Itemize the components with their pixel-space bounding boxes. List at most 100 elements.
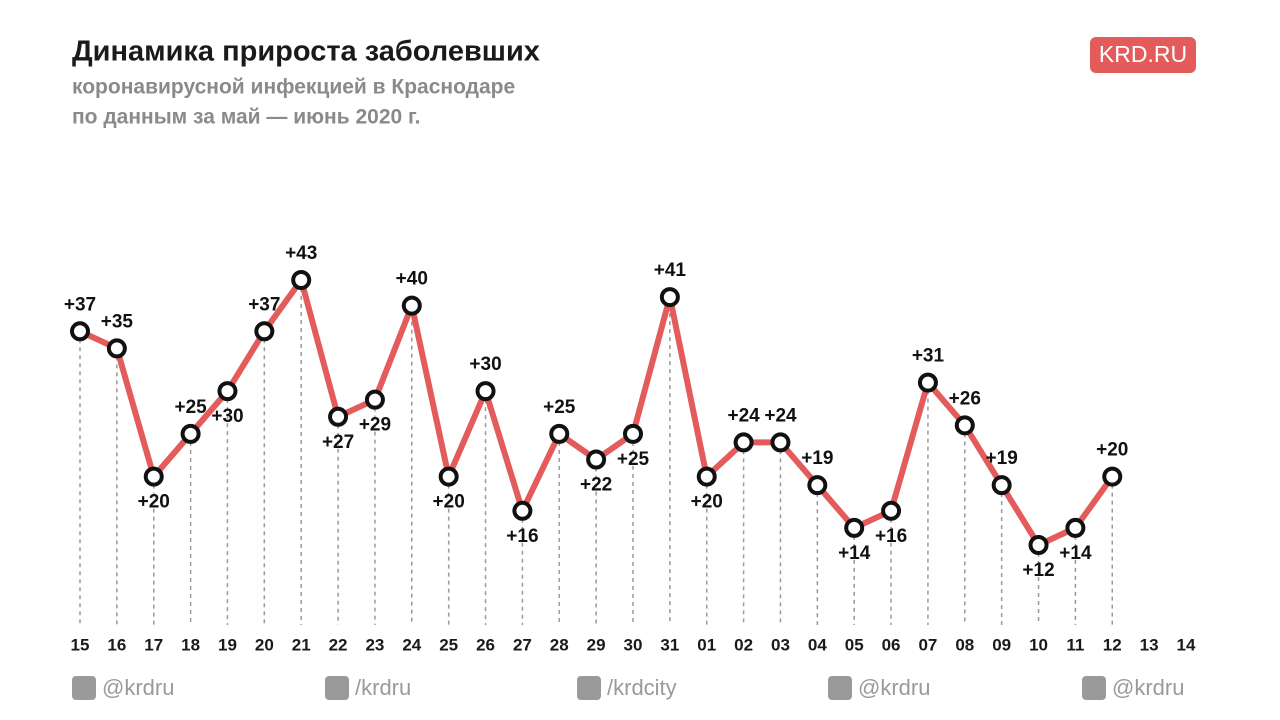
social-handle: @krdru: [1112, 675, 1184, 700]
point: [549, 423, 570, 444]
x-tick-label: 02: [734, 635, 753, 654]
x-tick-label: 22: [329, 635, 348, 654]
x-tick-label: 28: [550, 635, 569, 654]
x-tick-label: 01: [697, 635, 716, 654]
value-label: +35: [101, 311, 134, 332]
point: [70, 321, 90, 342]
x-tick-label: 29: [587, 635, 606, 654]
social-icon: [828, 676, 852, 700]
value-label: +19: [801, 448, 833, 469]
point: [1102, 466, 1123, 487]
value-label: +20: [138, 492, 170, 513]
x-tick-label: 20: [255, 635, 274, 654]
social-handle: /krdcity: [607, 675, 677, 700]
x-tick-label: 21: [292, 635, 311, 654]
x-tick-label: 27: [513, 635, 532, 654]
x-tick-label: 06: [882, 635, 901, 654]
x-tick-label: 18: [181, 635, 200, 654]
value-label: +25: [543, 397, 576, 418]
x-tick-label: 16: [107, 635, 126, 654]
chart-subtitle: коронавирусной инфекцией в Краснодаре: [72, 76, 515, 99]
value-label: +31: [912, 346, 945, 367]
point: [696, 466, 717, 487]
point: [475, 381, 496, 402]
social-icon: [72, 676, 96, 700]
value-label: +30: [211, 406, 243, 427]
x-tick-label: 05: [845, 635, 864, 654]
point: [770, 432, 791, 453]
value-label: +37: [248, 294, 280, 315]
value-label: +30: [469, 354, 501, 375]
value-label: +43: [285, 243, 317, 264]
value-label: +29: [359, 415, 391, 436]
x-tick-label: 14: [1177, 635, 1196, 654]
x-tick-label: 31: [660, 635, 679, 654]
x-tick-label: 17: [144, 635, 163, 654]
social-handle: /krdru: [355, 675, 411, 700]
point: [364, 389, 385, 410]
social-handle: @krdru: [102, 675, 174, 700]
point: [328, 406, 349, 427]
x-tick-label: 10: [1029, 635, 1048, 654]
x-tick-label: 09: [992, 635, 1011, 654]
point: [1028, 535, 1049, 555]
x-tick-label: 13: [1140, 635, 1159, 654]
x-tick-label: 04: [808, 635, 827, 654]
chart-title: Динамика прироста заболевших: [72, 36, 540, 68]
x-tick-label: 07: [918, 635, 937, 654]
social-icon: [1082, 676, 1106, 700]
point: [106, 338, 127, 359]
x-tick-label: 26: [476, 635, 495, 654]
point: [954, 415, 975, 436]
point: [659, 287, 680, 308]
value-label: +16: [875, 526, 907, 547]
point: [623, 423, 643, 444]
value-label: +14: [1059, 543, 1092, 564]
value-label: +14: [838, 543, 871, 564]
value-label: +20: [691, 492, 723, 513]
x-tick-label: 24: [402, 635, 421, 654]
chart-subtitle: по данным за май — июнь 2020 г.: [72, 106, 421, 129]
value-label: +25: [617, 449, 650, 470]
point: [807, 475, 828, 496]
x-tick-label: 08: [955, 635, 974, 654]
point: [881, 500, 902, 521]
value-label: +20: [433, 492, 465, 513]
point: [844, 517, 865, 538]
x-tick-label: 25: [439, 635, 458, 654]
point: [401, 295, 422, 316]
value-label: +19: [986, 448, 1018, 469]
point: [438, 466, 459, 487]
point: [180, 423, 201, 444]
value-label: +40: [396, 269, 428, 290]
point: [512, 500, 533, 521]
value-label: +37: [64, 294, 96, 315]
brand: KRD.RU: [1099, 41, 1187, 67]
x-tick-label: 12: [1103, 635, 1122, 654]
value-label: +41: [654, 260, 687, 281]
value-label: +25: [174, 397, 207, 418]
point: [917, 372, 938, 393]
point: [291, 270, 312, 290]
point: [586, 449, 607, 470]
social-handle: @krdru: [858, 675, 930, 700]
value-label: +16: [506, 526, 538, 547]
x-tick-label: 19: [218, 635, 237, 654]
point: [991, 475, 1012, 496]
value-label: +24: [764, 405, 797, 426]
point: [254, 321, 275, 342]
x-tick-label: 03: [771, 635, 790, 654]
point: [733, 432, 754, 453]
social-icon: [325, 676, 349, 700]
value-label: +22: [580, 475, 612, 496]
x-tick-label: 15: [71, 635, 90, 654]
point: [1065, 517, 1086, 538]
value-label: +26: [949, 388, 981, 409]
value-label: +27: [322, 432, 354, 453]
point: [143, 466, 164, 487]
social-icon: [577, 676, 601, 700]
x-tick-label: 30: [624, 635, 643, 654]
brand-badge: [1090, 37, 1196, 73]
value-label: +12: [1022, 560, 1054, 581]
